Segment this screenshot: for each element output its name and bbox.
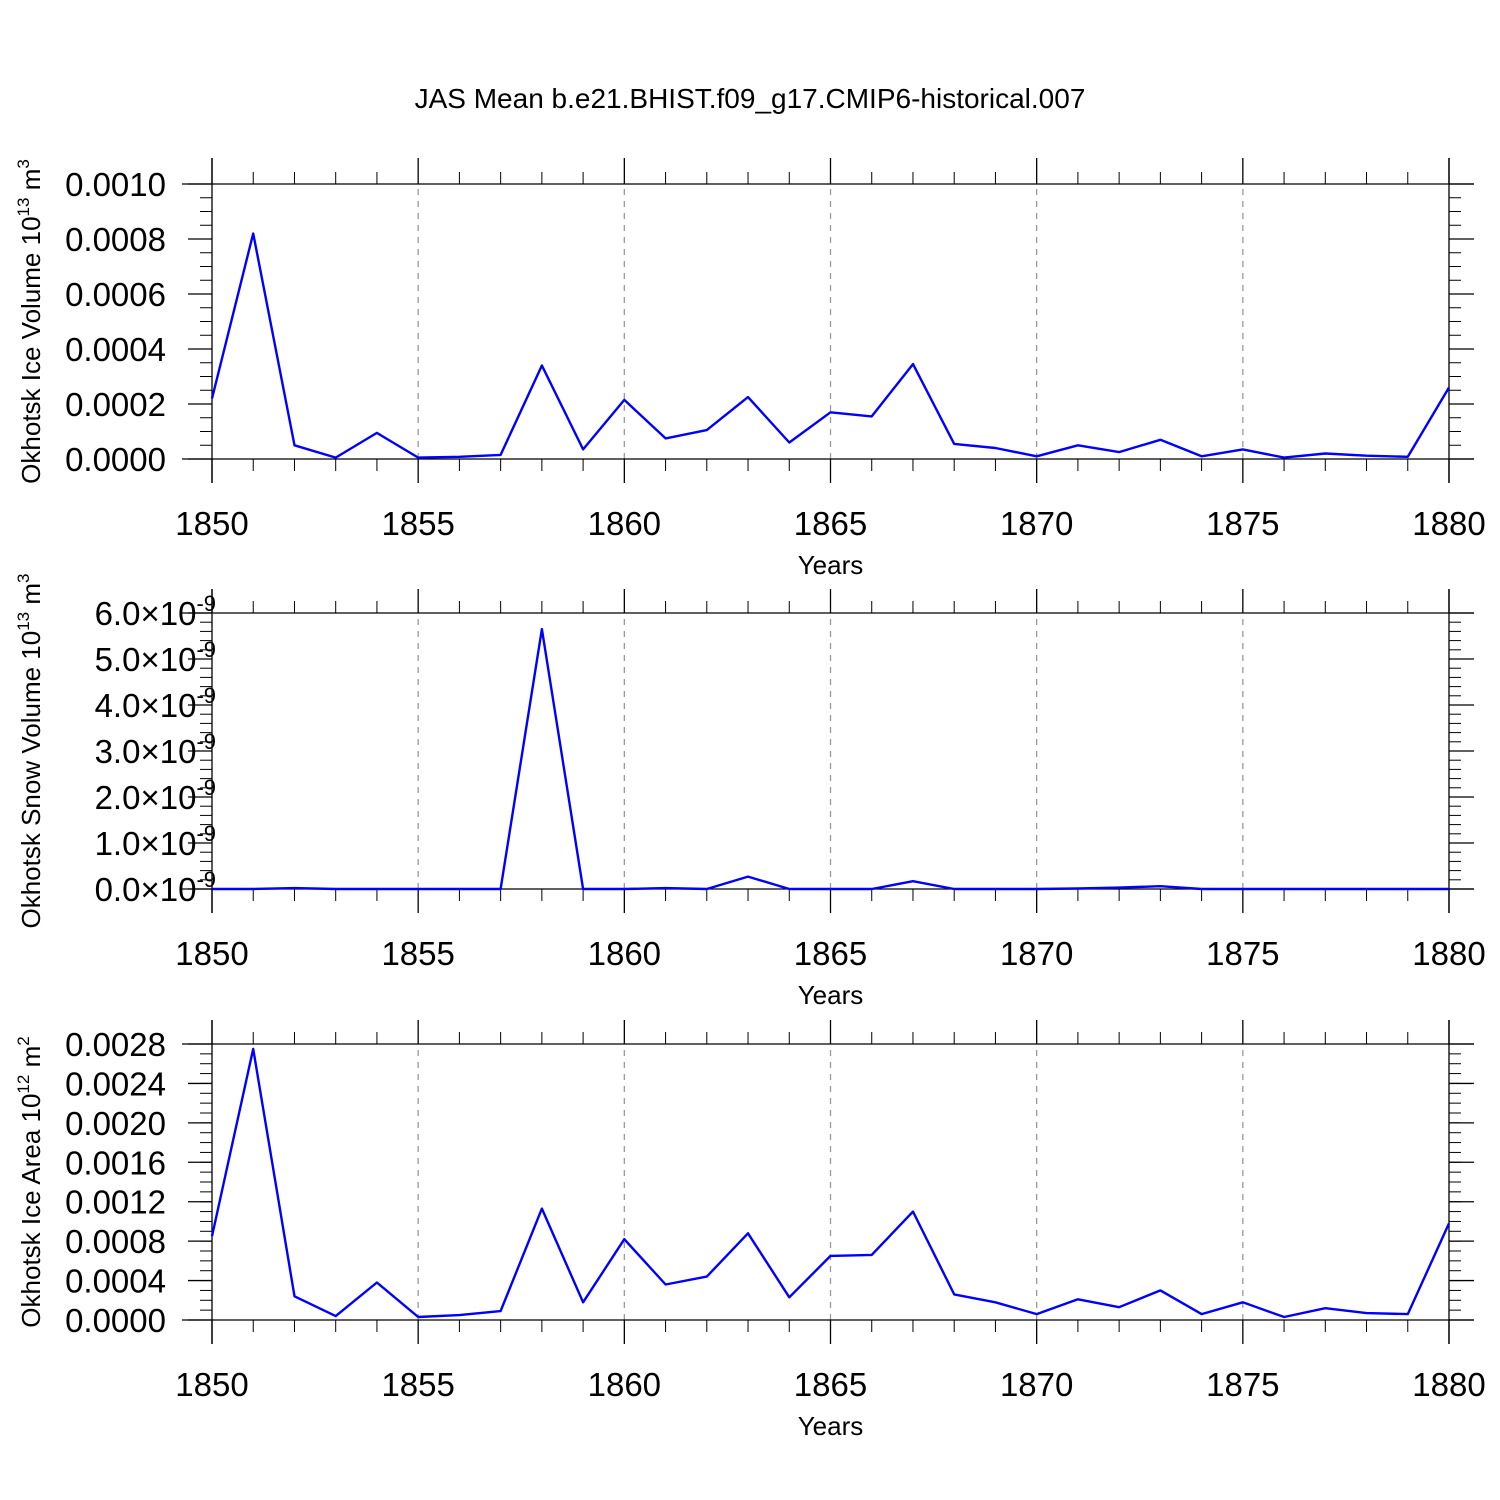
x-tick-label: 1860: [588, 935, 661, 972]
y-tick-label: 0.0004: [65, 331, 166, 368]
y-tick-label: 6.0×10-9: [95, 591, 216, 632]
x-tick-label: 1870: [1000, 505, 1073, 542]
y-tick-label: 1.0×10-9: [95, 821, 216, 862]
x-tick-label: 1870: [1000, 935, 1073, 972]
y-tick-label: 0.0010: [65, 166, 166, 203]
series-line-1: [210, 1047, 1451, 1319]
y-tick-label: 0.0000: [65, 441, 166, 478]
x-tick-label: 1880: [1412, 935, 1485, 972]
y-tick-label: 0.0012: [65, 1184, 166, 1221]
x-tick-label: 1860: [588, 1366, 661, 1403]
x-axis-label: Years: [798, 550, 864, 580]
chart-title: JAS Mean b.e21.BHIST.f09_g17.CMIP6-histo…: [415, 83, 1086, 114]
y-tick-label: 0.0020: [65, 1105, 166, 1142]
x-tick-label: 1870: [1000, 1366, 1073, 1403]
x-tick-label: 1880: [1412, 505, 1485, 542]
chart-panel-2: 0.0×10-9 1.0×10-9 2.0×10-9 3.0×10-9 4.0×10-9…: [14, 574, 1486, 1011]
y-axis-label: Okhotsk Snow Volume 1013 m3: [14, 574, 46, 929]
y-tick-label: 0.0×10-9: [95, 867, 216, 908]
y-tick-label: 0.0006: [65, 276, 166, 313]
x-axis-label: Years: [798, 980, 864, 1010]
x-tick-label: 1865: [794, 935, 867, 972]
chart-panel-1: 0.0000 0.0002 0.0004 0.0006 0.0008 0.0010 1850…: [14, 158, 1486, 580]
x-tick-label: 1875: [1206, 935, 1279, 972]
x-tick-label: 1855: [381, 935, 454, 972]
x-tick-label: 1850: [175, 935, 248, 972]
y-tick-label: 0.0028: [65, 1026, 166, 1063]
y-tick-label: 2.0×10-9: [95, 775, 216, 816]
x-tick-label: 1855: [381, 1366, 454, 1403]
chart-panels: 0.0000 0.0002 0.0004 0.0006 0.0008 0.0010 1850…: [14, 158, 1486, 1441]
y-tick-label: 4.0×10-9: [95, 683, 216, 724]
x-tick-label: 1865: [794, 1366, 867, 1403]
y-tick-label: 0.0008: [65, 1223, 166, 1260]
y-tick-label: 0.0016: [65, 1144, 166, 1181]
x-tick-label: 1880: [1412, 1366, 1485, 1403]
y-tick-label: 5.0×10-9: [95, 637, 216, 678]
x-tick-label: 1865: [794, 505, 867, 542]
x-tick-label: 1860: [588, 505, 661, 542]
series-line-1: [210, 232, 1451, 459]
y-axis-label: Okhotsk Ice Volume 1013 m3: [14, 159, 46, 484]
y-tick-label: 0.0008: [65, 221, 166, 258]
x-tick-label: 1875: [1206, 505, 1279, 542]
y-tick-label: 0.0002: [65, 386, 166, 423]
y-tick-label: 0.0024: [65, 1065, 166, 1102]
x-tick-label: 1875: [1206, 1366, 1279, 1403]
x-tick-label: 1850: [175, 1366, 248, 1403]
y-tick-label: 0.0004: [65, 1263, 166, 1300]
chart-panel-3: 0.00000.00040.00080.00120.00160.00200.00…: [14, 1020, 1486, 1441]
x-tick-label: 1850: [175, 505, 248, 542]
y-axis-label: Okhotsk Ice Area 1012 m2: [14, 1036, 46, 1327]
y-tick-label: 0.0000: [65, 1302, 166, 1339]
y-tick-label: 3.0×10-9: [95, 729, 216, 770]
x-axis-label: Years: [798, 1411, 864, 1441]
series-line-1: [212, 627, 1449, 891]
x-tick-label: 1855: [381, 505, 454, 542]
